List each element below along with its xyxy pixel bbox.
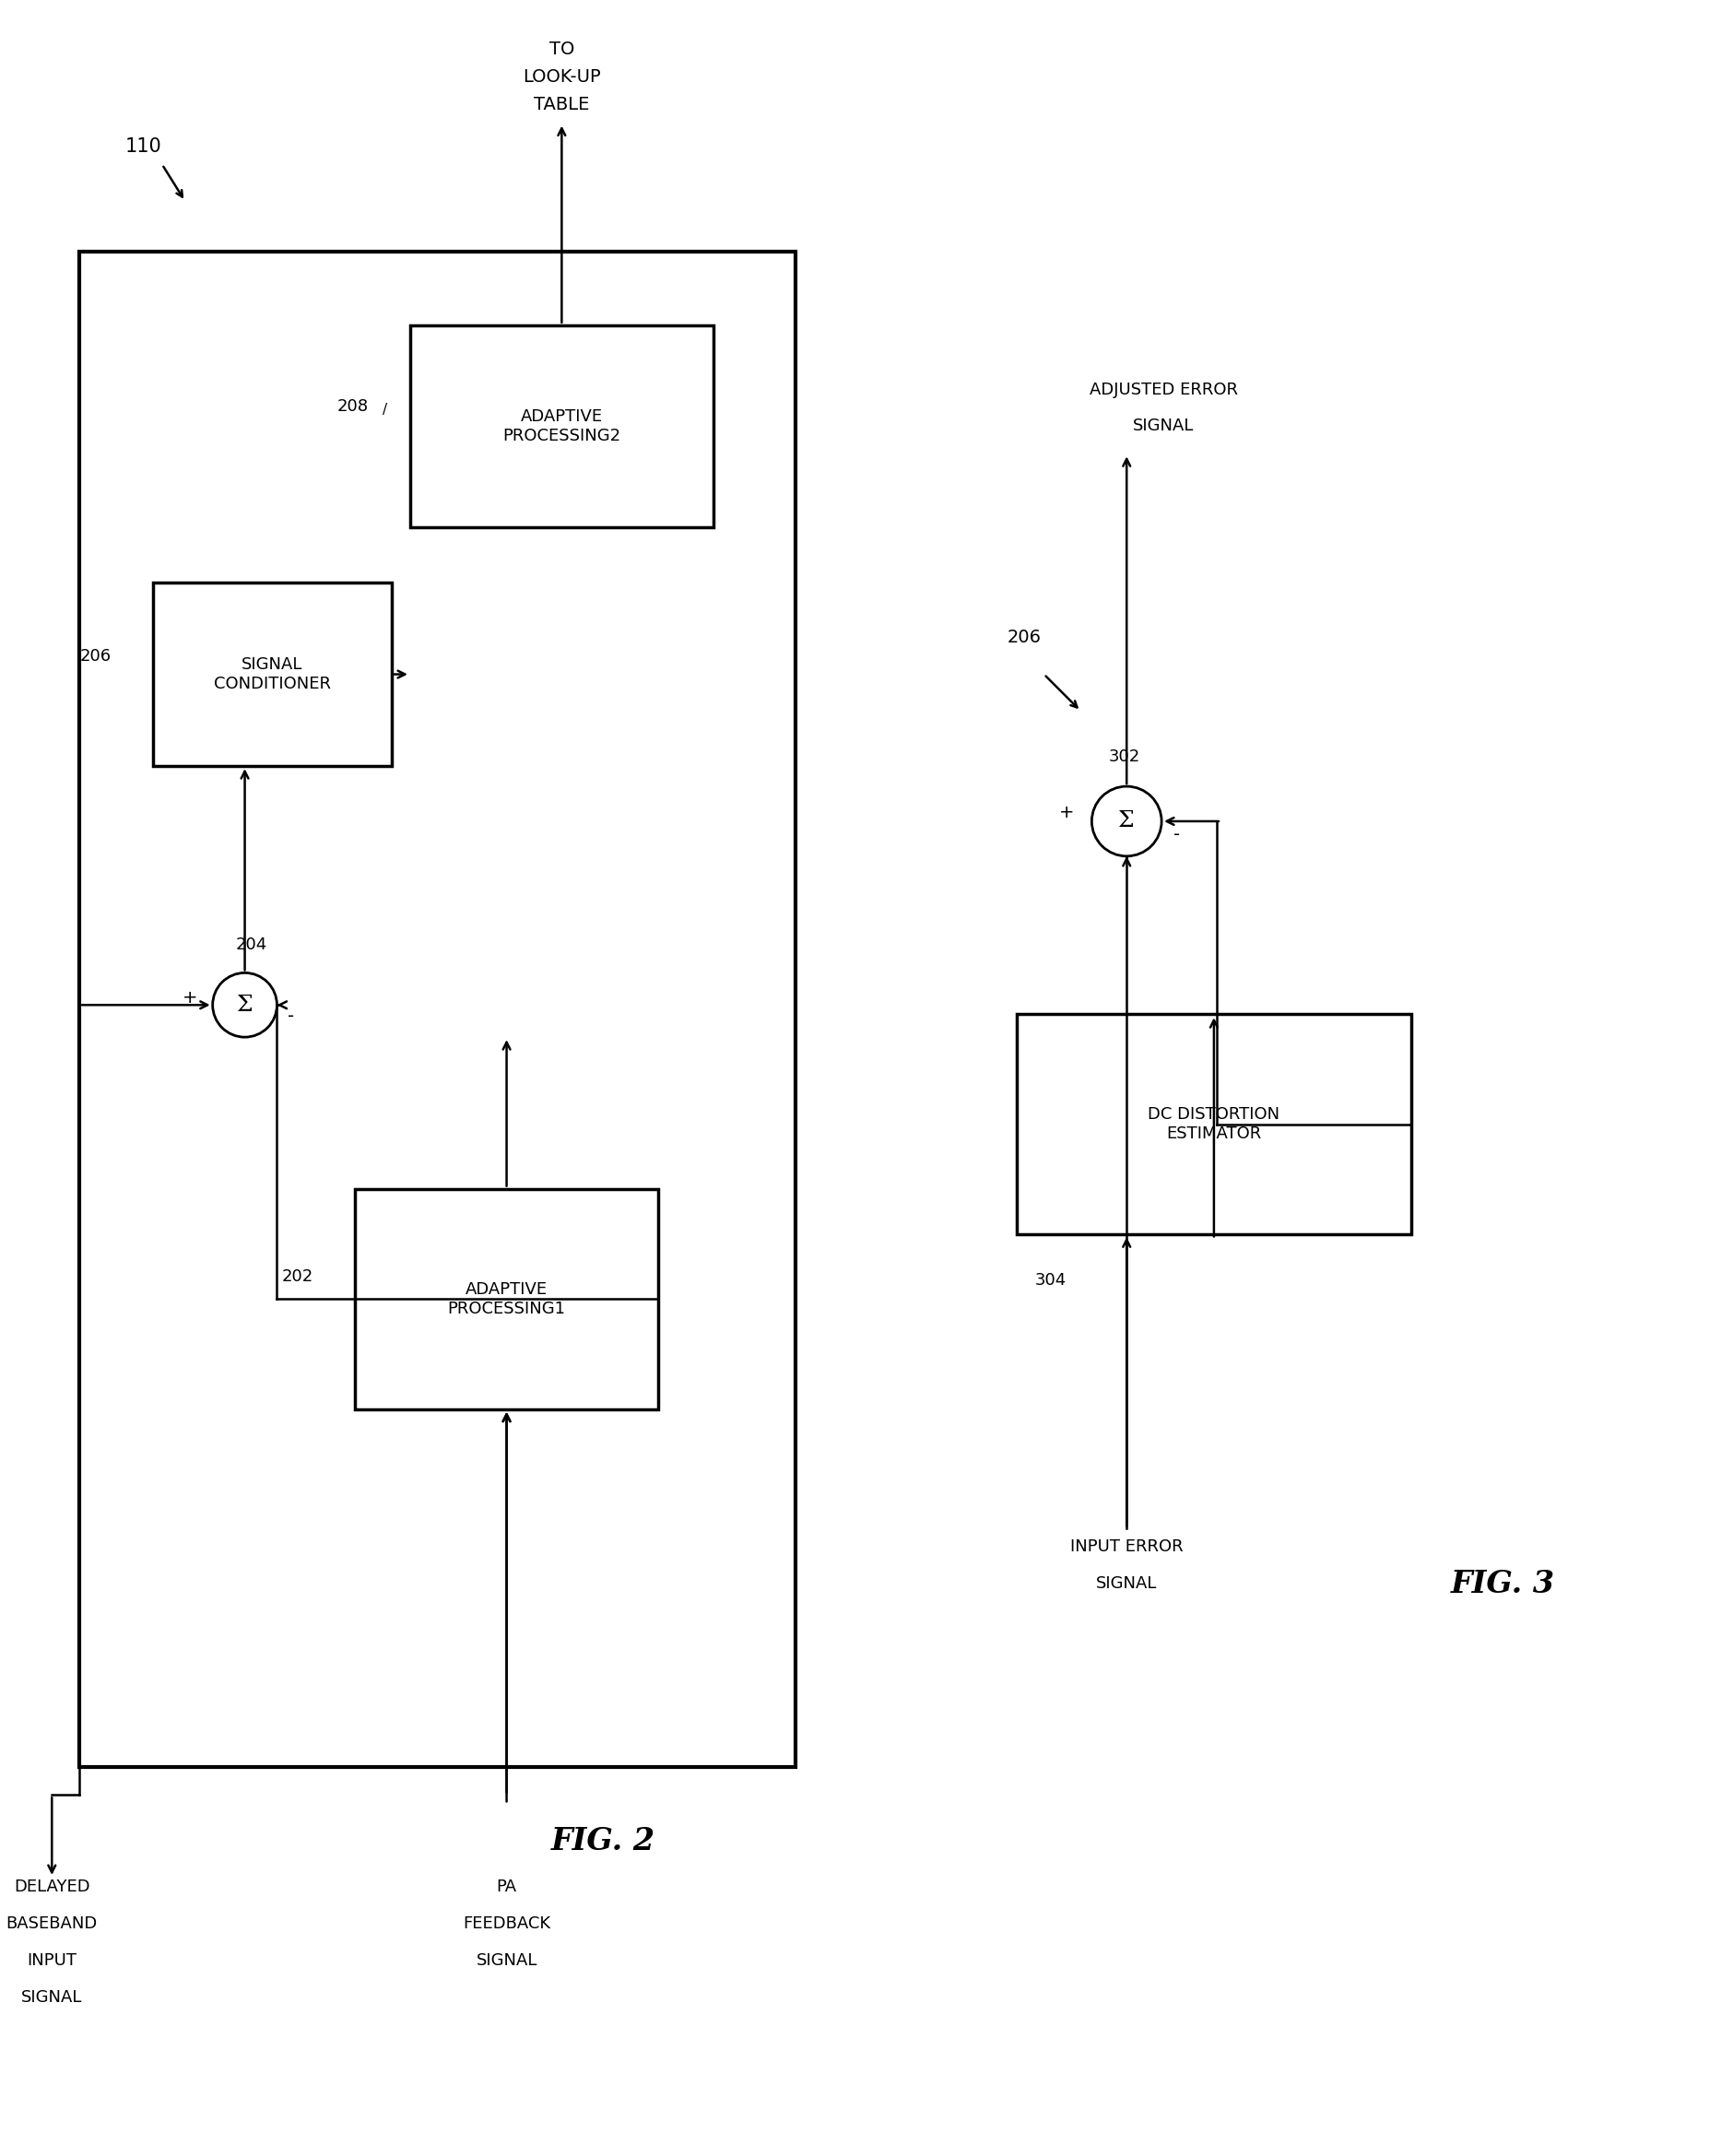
Text: INPUT ERROR: INPUT ERROR [1070,1539,1182,1554]
Text: PA: PA [496,1878,516,1895]
Text: DELAYED: DELAYED [14,1878,89,1895]
Text: LOOK-UP: LOOK-UP [523,69,601,86]
Text: SIGNAL: SIGNAL [241,655,303,673]
Text: 206: 206 [79,647,110,664]
Text: SIGNAL: SIGNAL [1096,1576,1157,1591]
Text: ADAPTIVE: ADAPTIVE [521,407,602,425]
Text: ADAPTIVE: ADAPTIVE [465,1281,547,1298]
Text: Σ: Σ [237,994,253,1015]
Text: 204: 204 [236,938,267,953]
Text: /: / [382,403,387,416]
Text: BASEBAND: BASEBAND [7,1915,98,1932]
Text: 208: 208 [337,397,368,414]
Text: TO: TO [549,41,575,58]
Text: SIGNAL: SIGNAL [477,1951,537,1968]
Text: INPUT: INPUT [28,1951,77,1968]
Bar [153,582,392,765]
Text: FEEDBACK: FEEDBACK [463,1915,551,1932]
Bar [1017,1013,1411,1235]
Text: FIG. 3: FIG. 3 [1451,1567,1556,1600]
Text: PROCESSING1: PROCESSING1 [447,1300,566,1317]
Text: DC DISTORTION: DC DISTORTION [1148,1106,1280,1123]
Text: +: + [182,990,198,1007]
Bar [355,1188,657,1410]
Text: PROCESSING2: PROCESSING2 [503,427,621,444]
Text: FIG. 2: FIG. 2 [551,1826,656,1856]
Text: SIGNAL: SIGNAL [1132,418,1194,436]
Text: 110: 110 [126,136,162,155]
Text: +: + [1060,804,1074,821]
Text: 304: 304 [1034,1272,1067,1289]
Text: ADJUSTED ERROR: ADJUSTED ERROR [1089,382,1237,399]
Text: ESTIMATOR: ESTIMATOR [1167,1125,1261,1143]
Text: Σ: Σ [1119,811,1134,832]
Text: 302: 302 [1108,748,1139,765]
Text: TABLE: TABLE [534,97,590,114]
Text: -: - [1174,826,1181,843]
Text: CONDITIONER: CONDITIONER [213,675,330,692]
Text: -: - [287,1007,294,1024]
Bar [410,326,712,528]
Text: 206: 206 [1007,630,1041,647]
Bar [79,252,795,1768]
Text: 202: 202 [282,1268,313,1285]
Text: SIGNAL: SIGNAL [21,1988,83,2005]
